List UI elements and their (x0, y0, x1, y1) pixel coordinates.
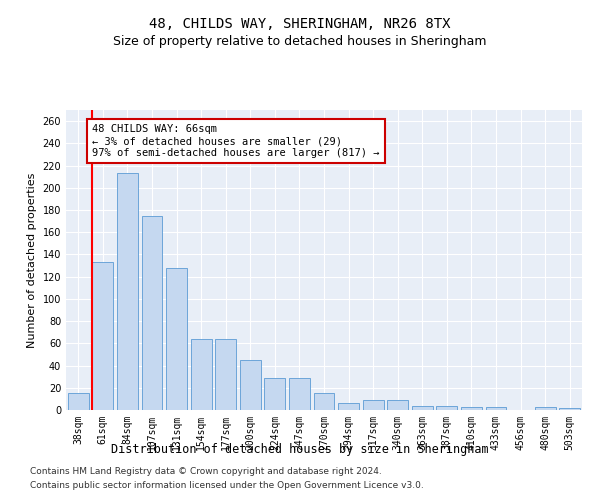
Bar (68, 394, 89, 410)
Bar (362, 400, 383, 410)
Text: 48 CHILDS WAY: 66sqm
← 3% of detached houses are smaller (29)
97% of semi-detach: 48 CHILDS WAY: 66sqm ← 3% of detached ho… (92, 124, 379, 158)
Bar (485, 406, 506, 410)
Text: 48, CHILDS WAY, SHERINGHAM, NR26 8TX: 48, CHILDS WAY, SHERINGHAM, NR26 8TX (149, 18, 451, 32)
Bar (92, 262, 113, 410)
Bar (387, 400, 408, 410)
Y-axis label: Number of detached properties: Number of detached properties (27, 172, 37, 348)
Bar (289, 378, 310, 410)
Text: Size of property relative to detached houses in Sheringham: Size of property relative to detached ho… (113, 35, 487, 48)
Bar (117, 174, 138, 410)
Bar (535, 406, 556, 410)
Bar (215, 339, 236, 410)
Bar (412, 406, 433, 410)
Bar (461, 406, 482, 410)
Bar (436, 406, 457, 410)
Bar (166, 268, 187, 410)
Text: Contains HM Land Registry data © Crown copyright and database right 2024.: Contains HM Land Registry data © Crown c… (30, 467, 382, 476)
Bar (142, 216, 163, 410)
Bar (240, 360, 261, 410)
Bar (559, 408, 580, 410)
Text: Contains public sector information licensed under the Open Government Licence v3: Contains public sector information licen… (30, 481, 424, 490)
Text: Distribution of detached houses by size in Sheringham: Distribution of detached houses by size … (111, 442, 489, 456)
Bar (338, 404, 359, 410)
Bar (191, 339, 212, 410)
Bar (314, 394, 334, 410)
Bar (265, 378, 286, 410)
